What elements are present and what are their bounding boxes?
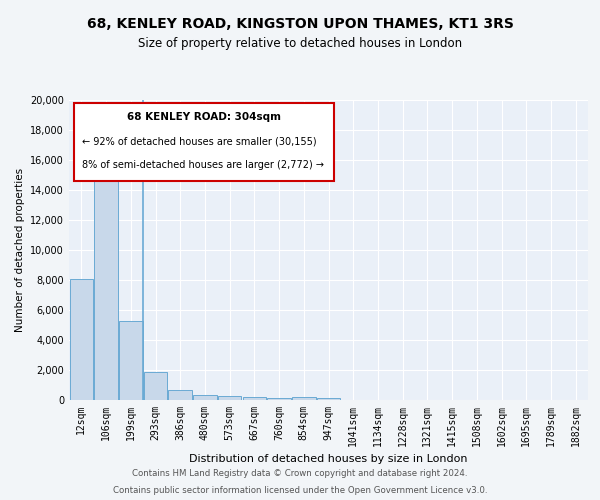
Bar [292,397,316,400]
Bar [268,398,291,400]
X-axis label: Distribution of detached houses by size in London: Distribution of detached houses by size … [189,454,468,464]
Text: ← 92% of detached houses are smaller (30,155): ← 92% of detached houses are smaller (30… [82,136,317,146]
Text: 8% of semi-detached houses are larger (2,772) →: 8% of semi-detached houses are larger (2… [82,160,324,170]
Text: 68, KENLEY ROAD, KINGSTON UPON THAMES, KT1 3RS: 68, KENLEY ROAD, KINGSTON UPON THAMES, K… [86,18,514,32]
Text: Contains public sector information licensed under the Open Government Licence v3: Contains public sector information licen… [113,486,487,495]
Text: 68 KENLEY ROAD: 304sqm: 68 KENLEY ROAD: 304sqm [127,112,281,122]
Bar [193,395,217,400]
Bar [169,390,192,400]
Bar [218,396,241,400]
Bar [70,278,93,400]
Text: Size of property relative to detached houses in London: Size of property relative to detached ho… [138,38,462,51]
Bar [94,152,118,400]
Bar [119,320,143,400]
Y-axis label: Number of detached properties: Number of detached properties [15,168,25,332]
Text: Contains HM Land Registry data © Crown copyright and database right 2024.: Contains HM Land Registry data © Crown c… [132,468,468,477]
FancyBboxPatch shape [74,103,334,181]
Bar [144,372,167,400]
Bar [242,397,266,400]
Bar [317,398,340,400]
